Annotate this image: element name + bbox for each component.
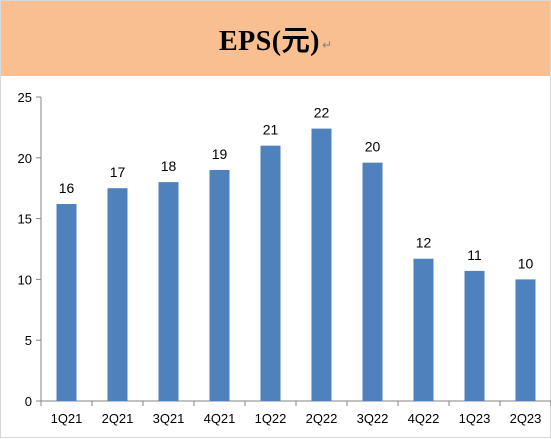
x-tick-label-3Q21: 3Q21	[153, 411, 185, 426]
bar-4Q22	[413, 258, 434, 401]
chart-x-tick-labels: 1Q21 2Q21 3Q21 4Q21 1Q22 2Q22 3Q22 4Q22 1Q23 2Q23	[51, 411, 542, 426]
x-tick-label-2Q22: 2Q22	[306, 411, 338, 426]
x-tick-label-4Q22: 4Q22	[408, 411, 440, 426]
y-tick-label: 15	[18, 212, 32, 227]
data-label-2Q22: 22	[314, 105, 330, 121]
data-label-3Q21: 18	[161, 158, 177, 174]
data-label-2Q21: 17	[110, 164, 126, 180]
bar-3Q22	[362, 162, 383, 401]
x-tick-label-2Q23: 2Q23	[510, 411, 542, 426]
y-tick-label: 20	[18, 151, 32, 166]
x-tick-label-1Q23: 1Q23	[459, 411, 491, 426]
y-tick-label: 10	[18, 272, 32, 287]
y-tick-label: 0	[25, 394, 32, 409]
bar-3Q21	[158, 182, 179, 401]
y-tick-label: 25	[18, 90, 32, 105]
data-label-1Q23: 11	[467, 247, 482, 263]
chart-data-labels: 16 17 18 19 21 22 20 12 11 10	[59, 105, 534, 272]
bar-1Q21	[56, 204, 77, 401]
chart-y-tick-labels: 0 5 10 15 20 25	[18, 90, 32, 409]
chart-bars	[56, 128, 536, 401]
bar-1Q22	[260, 145, 281, 401]
data-label-2Q23: 10	[518, 255, 534, 271]
bar-4Q21	[209, 169, 230, 401]
data-label-1Q22: 21	[263, 122, 279, 138]
bar-2Q22	[311, 128, 332, 401]
data-label-4Q22: 12	[416, 235, 432, 251]
bar-1Q23	[464, 270, 485, 401]
bar-2Q21	[107, 188, 128, 401]
data-label-1Q21: 16	[59, 180, 75, 196]
x-tick-label-1Q22: 1Q22	[255, 411, 287, 426]
data-label-3Q22: 20	[365, 139, 381, 155]
bar-2Q23	[515, 279, 536, 401]
paragraph-return-icon: ↵	[321, 37, 333, 52]
chart-title: EPS(元)	[218, 25, 320, 57]
title-band: EPS(元) ↵	[1, 1, 550, 76]
x-tick-label-4Q21: 4Q21	[204, 411, 236, 426]
y-tick-label: 5	[25, 333, 32, 348]
x-tick-label-2Q21: 2Q21	[102, 411, 134, 426]
x-tick-label-1Q21: 1Q21	[51, 411, 83, 426]
x-tick-label-3Q22: 3Q22	[357, 411, 389, 426]
data-label-4Q21: 19	[212, 146, 228, 162]
